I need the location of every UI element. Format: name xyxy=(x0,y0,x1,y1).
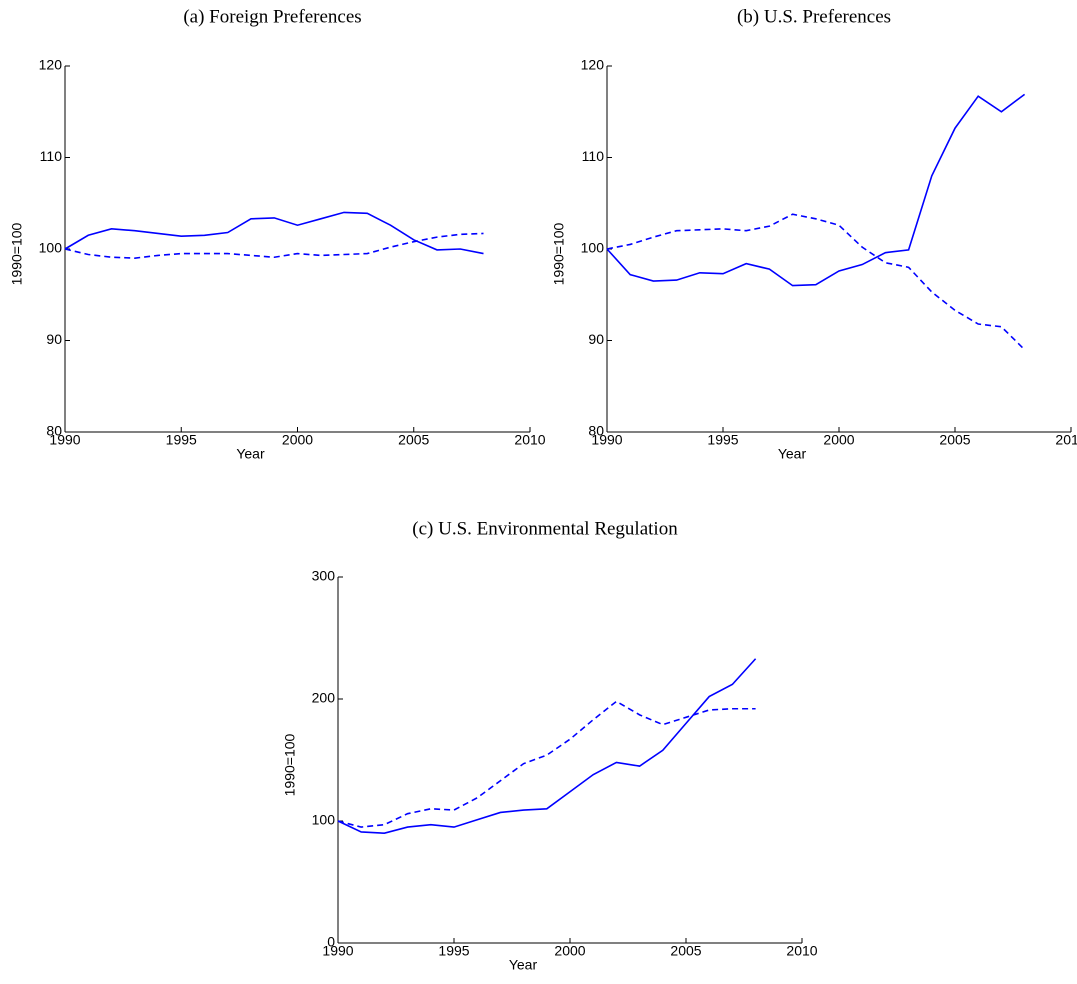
x-tick-label: 1990 xyxy=(322,943,353,959)
x-tick-label: 2000 xyxy=(823,432,854,448)
x-tick-label: 1995 xyxy=(707,432,738,448)
data-line xyxy=(64,211,484,255)
y-tick-label: 110 xyxy=(40,148,63,164)
y-tick-label: 120 xyxy=(581,57,605,73)
y-tick-label: 200 xyxy=(312,690,336,706)
y-tick-label: 100 xyxy=(581,240,605,256)
x-axis-label: Year xyxy=(778,446,807,462)
y-tick-label: 90 xyxy=(588,331,604,347)
y-tick-label: 110 xyxy=(582,148,605,164)
y-tick-label: 120 xyxy=(39,57,63,73)
x-tick-label: 2000 xyxy=(554,943,585,959)
y-tick-label: 300 xyxy=(312,568,336,584)
y-axis-label: 1990=100 xyxy=(282,733,298,796)
x-tick-label: 1995 xyxy=(438,943,469,959)
y-axis-label: 1990=100 xyxy=(9,222,25,285)
x-axis-label: Year xyxy=(236,446,265,462)
x-tick-label: 2005 xyxy=(398,432,429,448)
y-tick-label: 100 xyxy=(39,240,63,256)
x-tick-label: 2000 xyxy=(282,432,313,448)
x-tick-label: 1995 xyxy=(166,432,197,448)
y-tick-label: 90 xyxy=(46,331,62,347)
x-tick-label: 1990 xyxy=(49,432,80,448)
x-tick-label: 2010 xyxy=(1055,432,1077,448)
data-line xyxy=(64,232,484,259)
data-line xyxy=(606,93,1026,287)
x-tick-label: 1990 xyxy=(591,432,622,448)
y-axis-label: 1990=100 xyxy=(551,222,567,285)
y-tick-label: 80 xyxy=(46,423,62,439)
chart-title: (b) U.S. Preferences xyxy=(737,6,891,27)
data-line xyxy=(606,213,1026,351)
data-line xyxy=(337,658,757,835)
y-tick-label: 0 xyxy=(327,934,335,950)
chart-title: (a) Foreign Preferences xyxy=(183,6,361,27)
chart-title: (c) U.S. Environmental Regulation xyxy=(412,518,678,539)
x-tick-label: 2005 xyxy=(939,432,970,448)
x-tick-label: 2010 xyxy=(514,432,545,448)
x-tick-label: 2010 xyxy=(786,943,817,959)
y-tick-label: 80 xyxy=(588,423,604,439)
y-tick-label: 100 xyxy=(312,812,336,828)
x-axis-label: Year xyxy=(509,957,538,973)
data-line xyxy=(337,700,756,828)
x-tick-label: 2005 xyxy=(670,943,701,959)
